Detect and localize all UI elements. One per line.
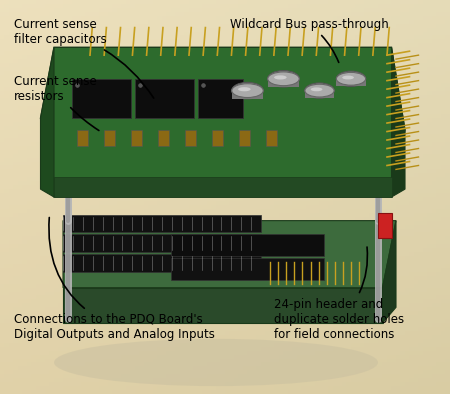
Polygon shape bbox=[63, 288, 382, 323]
Ellipse shape bbox=[337, 71, 365, 86]
Bar bbox=[76, 130, 88, 146]
Ellipse shape bbox=[232, 84, 263, 98]
Polygon shape bbox=[382, 221, 396, 323]
Text: Wildcard Bus pass-through: Wildcard Bus pass-through bbox=[230, 18, 388, 62]
Ellipse shape bbox=[54, 339, 378, 386]
Bar bbox=[378, 213, 392, 238]
Bar bbox=[184, 130, 196, 146]
Ellipse shape bbox=[337, 72, 365, 85]
Ellipse shape bbox=[305, 83, 334, 98]
Ellipse shape bbox=[268, 72, 299, 85]
Text: Current sense
resistors: Current sense resistors bbox=[14, 75, 99, 130]
Polygon shape bbox=[171, 258, 324, 280]
Bar bbox=[232, 91, 263, 99]
Ellipse shape bbox=[342, 76, 354, 80]
Bar bbox=[72, 79, 130, 118]
Polygon shape bbox=[171, 234, 324, 256]
Ellipse shape bbox=[274, 75, 287, 80]
Bar bbox=[266, 130, 277, 146]
Ellipse shape bbox=[305, 84, 334, 97]
Bar bbox=[337, 79, 365, 86]
Ellipse shape bbox=[238, 87, 251, 91]
Polygon shape bbox=[63, 215, 261, 232]
Bar bbox=[158, 130, 169, 146]
Polygon shape bbox=[392, 47, 405, 197]
Bar bbox=[268, 79, 299, 87]
Text: Connections to the PDQ Board's
Digital Outputs and Analog Inputs: Connections to the PDQ Board's Digital O… bbox=[14, 217, 214, 341]
Text: Current sense
filter capacitors: Current sense filter capacitors bbox=[14, 18, 154, 98]
Bar bbox=[212, 130, 223, 146]
Ellipse shape bbox=[232, 82, 263, 99]
Polygon shape bbox=[63, 234, 261, 252]
Bar bbox=[130, 130, 142, 146]
Bar bbox=[198, 79, 243, 118]
Bar bbox=[135, 79, 194, 118]
Ellipse shape bbox=[268, 71, 299, 87]
Polygon shape bbox=[54, 177, 392, 197]
Polygon shape bbox=[63, 221, 396, 288]
Polygon shape bbox=[40, 47, 54, 197]
Ellipse shape bbox=[310, 87, 322, 91]
Bar bbox=[305, 91, 334, 98]
Polygon shape bbox=[40, 47, 405, 197]
Polygon shape bbox=[63, 254, 261, 272]
Bar bbox=[238, 130, 250, 146]
Bar bbox=[104, 130, 115, 146]
Text: 24-pin header and
duplicate solder holes
for field connections: 24-pin header and duplicate solder holes… bbox=[274, 247, 405, 341]
